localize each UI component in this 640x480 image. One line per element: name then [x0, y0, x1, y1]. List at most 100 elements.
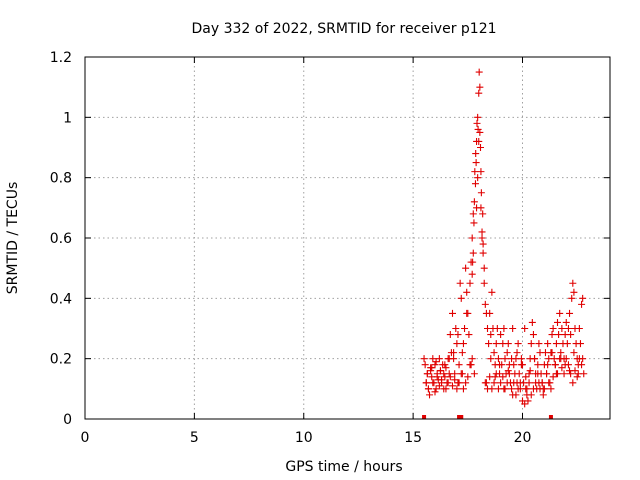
data-point — [422, 379, 430, 387]
y-tick-label: 0.4 — [50, 291, 72, 307]
data-point — [491, 373, 499, 381]
data-point — [522, 373, 530, 381]
data-point — [471, 168, 479, 176]
data-point — [487, 331, 495, 339]
data-point — [472, 150, 480, 158]
data-point — [470, 198, 478, 206]
data-point — [573, 373, 581, 381]
data-point — [474, 174, 482, 182]
data-point — [470, 370, 478, 378]
data-point — [521, 325, 529, 332]
data-point — [477, 168, 485, 176]
data-point — [431, 388, 439, 396]
rug-mark — [422, 415, 427, 419]
data-point — [527, 340, 535, 348]
data-point — [488, 288, 496, 296]
data-point — [515, 370, 523, 378]
data-point — [470, 219, 478, 227]
data-point — [514, 340, 522, 348]
data-point — [445, 355, 453, 363]
x-tick-label: 0 — [81, 430, 90, 446]
data-point — [477, 144, 484, 151]
data-point — [468, 355, 476, 363]
data-point — [549, 325, 557, 332]
data-point — [544, 340, 552, 348]
data-point — [471, 180, 479, 188]
data-point — [529, 331, 537, 339]
data-point — [556, 309, 564, 317]
data-point — [504, 367, 512, 375]
data-point — [475, 137, 483, 145]
data-point — [557, 355, 565, 363]
data-point — [557, 349, 565, 357]
data-point — [477, 204, 485, 212]
data-point — [465, 331, 473, 339]
data-point — [534, 370, 542, 378]
data-point — [547, 385, 555, 393]
data-point — [433, 373, 441, 381]
data-point — [570, 349, 578, 357]
data-point — [479, 210, 487, 218]
y-tick-label: 0.8 — [50, 171, 72, 187]
data-point — [552, 370, 560, 378]
data-point — [477, 189, 485, 197]
data-point — [508, 385, 516, 393]
data-point — [490, 349, 498, 357]
data-point — [574, 370, 582, 378]
data-point — [469, 210, 477, 218]
data-point — [504, 340, 512, 348]
x-tick-label: 10 — [295, 430, 313, 446]
data-point — [548, 331, 556, 339]
data-points — [420, 68, 588, 408]
data-point — [490, 379, 498, 387]
data-point — [555, 331, 563, 339]
data-point — [567, 331, 575, 339]
data-point — [458, 349, 466, 357]
data-point — [431, 361, 439, 369]
data-point — [474, 113, 482, 121]
data-point — [543, 370, 551, 378]
data-point — [459, 385, 467, 393]
data-point — [505, 370, 513, 378]
data-point — [432, 385, 440, 393]
chart-title: Day 332 of 2022, SRMTID for receiver p12… — [191, 21, 496, 37]
data-point — [476, 128, 484, 136]
data-point — [488, 385, 496, 393]
data-point — [478, 234, 486, 242]
data-point — [500, 385, 508, 393]
data-point — [451, 370, 459, 378]
data-point — [566, 367, 574, 375]
data-point — [503, 349, 511, 357]
data-point — [435, 355, 443, 363]
data-point — [462, 379, 470, 387]
data-point — [527, 391, 535, 399]
data-point — [563, 340, 571, 348]
data-point — [473, 119, 481, 127]
x-tick-label: 20 — [514, 430, 532, 446]
data-point — [476, 83, 484, 91]
y-tick-label: 1.2 — [50, 50, 72, 66]
data-point — [480, 279, 488, 287]
data-point — [535, 379, 543, 387]
data-point — [568, 294, 576, 302]
data-point — [436, 367, 444, 375]
data-point — [453, 385, 461, 393]
y-tick-label: 0.2 — [50, 352, 72, 368]
data-point — [462, 264, 470, 272]
data-point — [561, 361, 569, 369]
data-point — [464, 373, 472, 381]
data-point — [510, 379, 518, 387]
data-point — [503, 379, 511, 387]
data-point — [516, 379, 524, 387]
data-point — [526, 367, 534, 375]
rug-mark — [459, 415, 464, 419]
data-point — [562, 318, 570, 326]
data-point — [461, 325, 469, 332]
data-point — [441, 361, 449, 369]
x-tick-label: 15 — [404, 430, 422, 446]
data-point — [578, 300, 586, 308]
data-point — [567, 370, 575, 378]
data-point — [475, 68, 483, 76]
